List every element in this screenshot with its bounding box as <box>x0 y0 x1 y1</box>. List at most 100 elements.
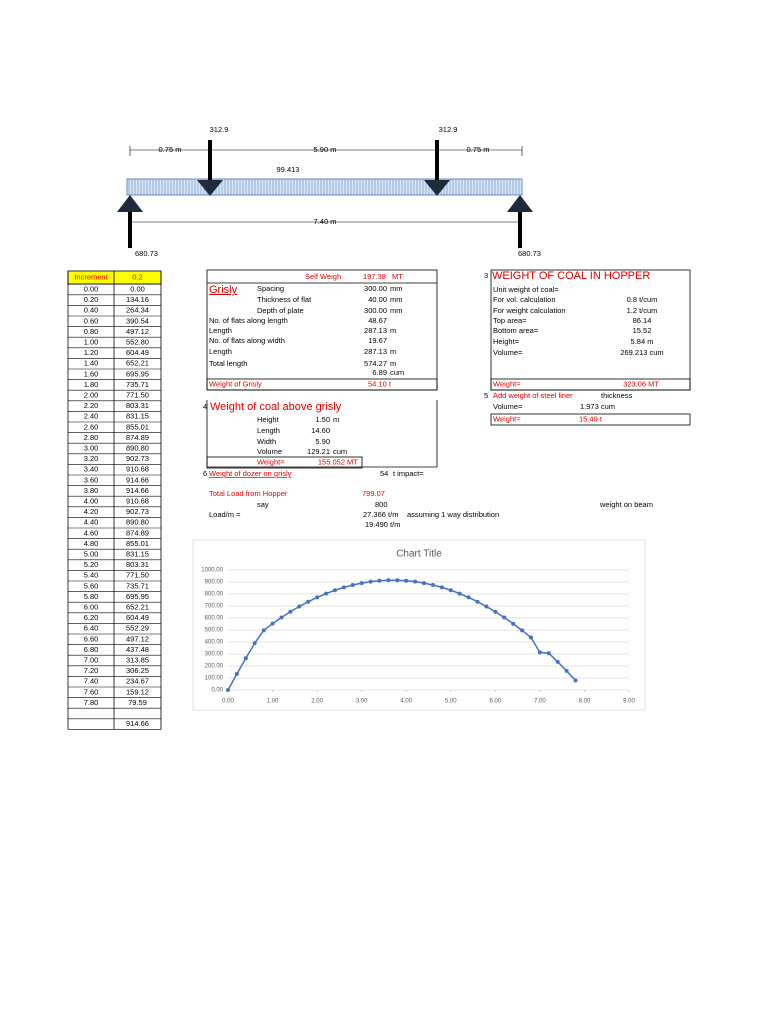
y-tick-label: 800.00 <box>205 592 224 598</box>
point <box>297 604 302 609</box>
table-cell: 831.15 <box>126 412 149 421</box>
label: 19.490 t/m <box>365 520 400 529</box>
label: For vol. calculation <box>493 295 556 304</box>
label: m <box>390 326 396 335</box>
table-cell: 890.80 <box>126 518 149 527</box>
section-title: WEIGHT OF COAL IN HOPPER <box>492 270 650 282</box>
table-cell: 2.00 <box>84 390 99 399</box>
table-cell: 6.20 <box>84 613 99 622</box>
label: t impact= <box>393 469 424 478</box>
label: 5.90 <box>315 437 330 446</box>
y-tick-label: 400.00 <box>205 640 224 646</box>
point <box>484 604 489 609</box>
table-cell: 7.40 <box>84 677 99 686</box>
y-tick-label: 300.00 <box>205 652 224 658</box>
table-cell: 552.29 <box>126 624 149 633</box>
table-cell: 5.60 <box>84 581 99 590</box>
point <box>226 688 230 692</box>
y-tick-label: 0.00 <box>211 688 223 694</box>
table-cell: 1.80 <box>84 380 99 389</box>
x-tick-label: 5.00 <box>445 699 457 705</box>
point <box>573 678 578 683</box>
table-cell: 1.20 <box>84 348 99 357</box>
label: 300.00 <box>364 284 387 293</box>
label: For weight calculation <box>493 306 566 315</box>
dimension: 0.75 m <box>467 145 490 154</box>
label: Weight= <box>257 457 285 466</box>
label: 323.06 MT <box>623 379 659 388</box>
dimension: 5.90 m <box>314 145 337 154</box>
liner-weight-box <box>490 413 691 426</box>
point <box>537 650 542 655</box>
label: 48.67 <box>368 316 387 325</box>
table-cell: 695.95 <box>126 592 149 601</box>
label: 40.00 <box>368 295 387 304</box>
point <box>448 588 453 593</box>
label: m <box>333 415 339 424</box>
label: MT <box>347 457 358 466</box>
coal-weight-box <box>206 456 363 469</box>
label: Height <box>257 415 280 424</box>
table-cell: 134.16 <box>126 295 149 304</box>
label: weight on beam <box>599 500 653 509</box>
label: Height= <box>493 337 520 346</box>
point <box>439 585 444 590</box>
label: Length <box>209 347 232 356</box>
label: Bottom area= <box>493 326 539 335</box>
label: 6 <box>203 469 207 478</box>
table-cell: 2.80 <box>84 433 99 442</box>
table-cell: 0.40 <box>84 306 99 315</box>
table-cell: 1.60 <box>84 369 99 378</box>
x-tick-label: 8.00 <box>579 699 591 705</box>
point <box>243 656 248 661</box>
load-label: 312.9 <box>210 125 229 134</box>
point <box>466 595 471 600</box>
table-cell: 902.73 <box>126 507 149 516</box>
table-cell: 437.48 <box>126 645 149 654</box>
table-cell: 7.80 <box>84 698 99 707</box>
label: 86.14 <box>633 316 652 325</box>
table-cell: 874.89 <box>126 528 149 537</box>
label: 19.67 <box>368 336 387 345</box>
point <box>261 628 266 633</box>
label: 54.10 t <box>368 379 392 388</box>
label: cum <box>333 447 347 456</box>
label: m <box>390 359 396 368</box>
label: 1.973 cum <box>580 402 615 411</box>
point <box>315 595 320 600</box>
label: 300.00 <box>364 306 387 315</box>
label: Unit weight of coal= <box>493 285 559 294</box>
point <box>368 579 373 584</box>
table-cell: 831.15 <box>126 549 149 558</box>
table-cell: 3.00 <box>84 443 99 452</box>
point <box>270 621 275 626</box>
table-cell: 771.50 <box>126 390 149 399</box>
point <box>404 578 409 583</box>
point <box>422 581 427 586</box>
table-cell: 7.20 <box>84 666 99 675</box>
point <box>377 578 382 583</box>
point <box>564 668 569 673</box>
chart-title: Chart Title <box>396 549 442 560</box>
label: Self Weigh <box>305 272 341 281</box>
y-tick-label: 700.00 <box>205 604 224 610</box>
point <box>359 581 364 586</box>
table-cell: 604.49 <box>126 613 149 622</box>
table-cell: 4.60 <box>84 528 99 537</box>
label: m <box>390 347 396 356</box>
table-cell: 3.40 <box>84 465 99 474</box>
dimension: 7.40 m <box>314 217 337 226</box>
grisly-weight-box <box>206 378 438 391</box>
table-cell: 234.67 <box>126 677 149 686</box>
label: 15.49 t <box>579 414 603 423</box>
label: 5.84 m <box>631 337 654 346</box>
table-cell: 652.21 <box>126 359 149 368</box>
dimension: 0.75 m <box>159 145 182 154</box>
point <box>324 591 329 596</box>
label: Volume <box>257 447 282 456</box>
point <box>279 615 284 620</box>
x-tick-label: 7.00 <box>534 699 546 705</box>
table-cell: 910.68 <box>126 496 149 505</box>
reaction-label: 680.73 <box>518 249 541 258</box>
